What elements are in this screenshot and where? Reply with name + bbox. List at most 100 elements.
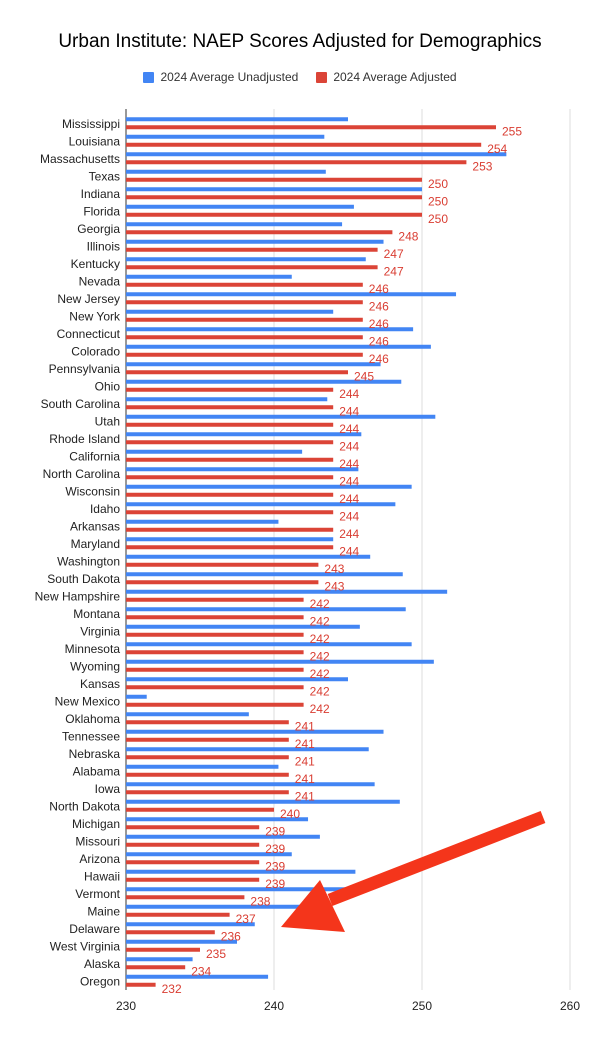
bar-adjusted[interactable] xyxy=(126,982,156,987)
bar-adjusted[interactable] xyxy=(126,370,348,375)
bar-adjusted[interactable] xyxy=(126,720,289,725)
bar-adjusted[interactable] xyxy=(126,422,334,427)
bar-unadjusted[interactable] xyxy=(126,537,334,542)
bar-adjusted[interactable] xyxy=(126,965,186,970)
bar-unadjusted[interactable] xyxy=(126,519,279,524)
legend-item-adjusted[interactable]: 2024 Average Adjusted xyxy=(316,70,457,84)
bar-adjusted[interactable] xyxy=(126,667,304,672)
bar-unadjusted[interactable] xyxy=(126,747,369,752)
bar-unadjusted[interactable] xyxy=(126,344,431,349)
bar-unadjusted[interactable] xyxy=(126,449,303,454)
bar-unadjusted[interactable] xyxy=(126,379,402,384)
bar-adjusted[interactable] xyxy=(126,947,200,952)
bar-adjusted[interactable] xyxy=(126,247,378,252)
bar-unadjusted[interactable] xyxy=(126,729,384,734)
bar-unadjusted[interactable] xyxy=(126,852,292,857)
bar-adjusted[interactable] xyxy=(126,457,334,462)
bar-unadjusted[interactable] xyxy=(126,607,406,612)
bar-unadjusted[interactable] xyxy=(126,554,371,559)
bar-adjusted[interactable] xyxy=(126,527,334,532)
bar-adjusted[interactable] xyxy=(126,440,334,445)
bar-unadjusted[interactable] xyxy=(126,484,412,489)
bar-adjusted[interactable] xyxy=(126,282,363,287)
bar-adjusted[interactable] xyxy=(126,562,319,567)
bar-unadjusted[interactable] xyxy=(126,257,366,262)
bar-adjusted[interactable] xyxy=(126,492,334,497)
legend-item-unadjusted[interactable]: 2024 Average Unadjusted xyxy=(143,70,298,84)
bar-adjusted[interactable] xyxy=(126,895,245,900)
bar-unadjusted[interactable] xyxy=(126,957,193,962)
bar-adjusted[interactable] xyxy=(126,702,304,707)
bar-adjusted[interactable] xyxy=(126,597,304,602)
bar-unadjusted[interactable] xyxy=(126,239,384,244)
bar-adjusted[interactable] xyxy=(126,265,378,270)
bar-adjusted[interactable] xyxy=(126,632,304,637)
bar-unadjusted[interactable] xyxy=(126,589,448,594)
bar-unadjusted[interactable] xyxy=(126,974,269,979)
bar-adjusted[interactable] xyxy=(126,912,230,917)
bar-adjusted[interactable] xyxy=(126,212,422,217)
bar-unadjusted[interactable] xyxy=(126,204,354,209)
bar-unadjusted[interactable] xyxy=(126,642,412,647)
bar-unadjusted[interactable] xyxy=(126,414,436,419)
bar-adjusted[interactable] xyxy=(126,737,289,742)
bar-unadjusted[interactable] xyxy=(126,187,422,192)
bar-unadjusted[interactable] xyxy=(126,712,249,717)
bar-unadjusted[interactable] xyxy=(126,152,507,157)
bar-adjusted[interactable] xyxy=(126,650,304,655)
bar-unadjusted[interactable] xyxy=(126,362,381,367)
bar-unadjusted[interactable] xyxy=(126,659,434,664)
bar-adjusted[interactable] xyxy=(126,842,260,847)
bar-unadjusted[interactable] xyxy=(126,939,237,944)
bar-unadjusted[interactable] xyxy=(126,694,147,699)
bar-adjusted[interactable] xyxy=(126,142,482,147)
bar-unadjusted[interactable] xyxy=(126,572,403,577)
bar-unadjusted[interactable] xyxy=(126,222,343,227)
bar-unadjusted[interactable] xyxy=(126,904,319,909)
bar-adjusted[interactable] xyxy=(126,860,260,865)
bar-unadjusted[interactable] xyxy=(126,764,279,769)
bar-adjusted[interactable] xyxy=(126,685,304,690)
bar-adjusted[interactable] xyxy=(126,755,289,760)
bar-adjusted[interactable] xyxy=(126,160,467,165)
bar-unadjusted[interactable] xyxy=(126,502,396,507)
bar-adjusted[interactable] xyxy=(126,387,334,392)
bar-unadjusted[interactable] xyxy=(126,274,292,279)
bar-adjusted[interactable] xyxy=(126,930,215,935)
bar-unadjusted[interactable] xyxy=(126,309,334,314)
bar-adjusted[interactable] xyxy=(126,877,260,882)
bar-adjusted[interactable] xyxy=(126,405,334,410)
bar-unadjusted[interactable] xyxy=(126,624,360,629)
bar-adjusted[interactable] xyxy=(126,790,289,795)
bar-unadjusted[interactable] xyxy=(126,869,356,874)
bar-unadjusted[interactable] xyxy=(126,169,326,174)
bar-adjusted[interactable] xyxy=(126,475,334,480)
bar-adjusted[interactable] xyxy=(126,825,260,830)
bar-adjusted[interactable] xyxy=(126,580,319,585)
bar-adjusted[interactable] xyxy=(126,807,274,812)
bar-adjusted[interactable] xyxy=(126,335,363,340)
bar-unadjusted[interactable] xyxy=(126,834,320,839)
bar-adjusted[interactable] xyxy=(126,195,422,200)
bar-unadjusted[interactable] xyxy=(126,922,255,927)
bar-adjusted[interactable] xyxy=(126,615,304,620)
bar-adjusted[interactable] xyxy=(126,177,422,182)
bar-unadjusted[interactable] xyxy=(126,887,348,892)
bar-unadjusted[interactable] xyxy=(126,134,325,139)
bar-unadjusted[interactable] xyxy=(126,292,457,297)
bar-unadjusted[interactable] xyxy=(126,799,400,804)
bar-unadjusted[interactable] xyxy=(126,397,328,402)
bar-adjusted[interactable] xyxy=(126,317,363,322)
bar-adjusted[interactable] xyxy=(126,300,363,305)
bar-unadjusted[interactable] xyxy=(126,117,348,122)
bar-adjusted[interactable] xyxy=(126,510,334,515)
bar-adjusted[interactable] xyxy=(126,352,363,357)
bar-unadjusted[interactable] xyxy=(126,327,414,332)
bar-unadjusted[interactable] xyxy=(126,467,359,472)
bar-adjusted[interactable] xyxy=(126,125,496,130)
bar-adjusted[interactable] xyxy=(126,230,393,235)
bar-unadjusted[interactable] xyxy=(126,432,362,437)
bar-adjusted[interactable] xyxy=(126,772,289,777)
bar-unadjusted[interactable] xyxy=(126,677,348,682)
bar-adjusted[interactable] xyxy=(126,545,334,550)
